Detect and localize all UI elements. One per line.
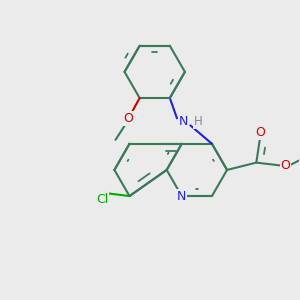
Text: Cl: Cl (96, 193, 109, 206)
Text: O: O (280, 159, 290, 172)
Text: N: N (179, 115, 188, 128)
Text: O: O (255, 126, 265, 139)
Text: O: O (124, 112, 134, 125)
Text: H: H (194, 115, 202, 128)
Text: N: N (177, 190, 187, 202)
